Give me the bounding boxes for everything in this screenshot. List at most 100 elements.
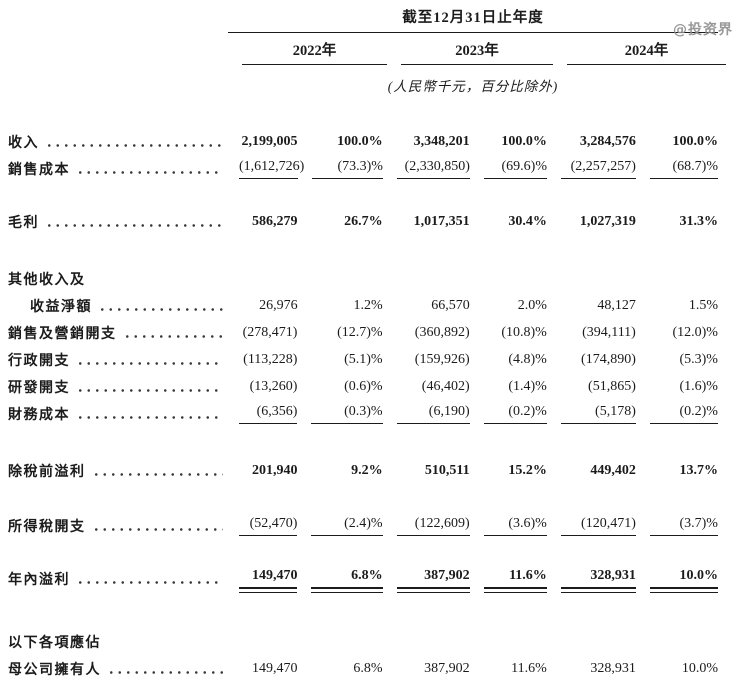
cell-2024-pct: (3.7)%: [649, 516, 718, 536]
cell-2023-amount: 66,570: [431, 298, 470, 313]
financial-statement-page: @投资界 截至12月31日止年度 2022年 2023年 2024年 (人民幣千…: [0, 6, 742, 687]
row-label-cell: 所得稅開支: [8, 516, 225, 536]
dot-leader: [45, 222, 224, 228]
table-row: 毛利 586,279 26.7% 1,017,351 30.4% 1,027,319 31.…: [8, 205, 718, 232]
row-label-cell: 銷售成本: [8, 159, 225, 179]
cell-2022-amount: 149,470: [239, 568, 298, 593]
cell-2022-amount: 201,940: [251, 463, 298, 478]
dot-leader: [91, 471, 224, 477]
table-row: 收入 2,199,005 100.0% 3,348,201 100.0% 3,284,57…: [8, 125, 718, 152]
row-label: 銷售及營銷開支: [8, 327, 117, 342]
dot-leader: [76, 579, 224, 585]
cell-2022-pct: 26.7%: [344, 214, 383, 229]
row-label-cell: 毛利: [8, 212, 225, 232]
cell-2023-pct: 11.6%: [483, 568, 548, 593]
cell-2024-pct: 31.3%: [679, 214, 718, 229]
cell-2022-pct: 9.2%: [351, 463, 383, 478]
cell-2022-amount: 2,199,005: [241, 134, 298, 149]
cell-2023-amount: 3,348,201: [413, 134, 470, 149]
cell-2024-amount: (394,111): [582, 325, 636, 340]
row-label: 年內溢利: [8, 573, 70, 588]
table-row: 以下各項應佔: [8, 625, 718, 652]
cell-2024-pct: (5.3)%: [679, 352, 718, 367]
table-row: 除稅前溢利 201,940 9.2% 510,511 15.2% 449,402 13.7%: [8, 454, 718, 481]
cell-2024-amount: 449,402: [590, 463, 636, 478]
cell-2024-pct: 10.0%: [681, 661, 718, 676]
row-label-cell: 其他收入及: [8, 269, 228, 289]
row-label: 所得稅開支: [8, 520, 86, 535]
cell-2024-amount: 1,027,319: [579, 214, 636, 229]
cell-2023-pct: 100.0%: [501, 134, 547, 149]
income-statement-table: 收入 2,199,005 100.0% 3,348,201 100.0% 3,284,57…: [8, 125, 719, 679]
year-header-2024: 2024年: [567, 39, 726, 65]
cell-2023-amount: 510,511: [424, 463, 470, 478]
row-label-cell: 母公司擁有人: [8, 659, 225, 679]
cell-2023-pct: 30.4%: [508, 214, 547, 229]
row-label: 收益淨額: [30, 300, 92, 315]
cell-2022-pct: 6.8%: [353, 661, 383, 676]
cell-2024-pct: 100.0%: [672, 134, 718, 149]
dot-leader: [76, 360, 224, 366]
row-label: 研發開支: [8, 381, 70, 396]
cell-2023-pct: (10.8)%: [501, 325, 547, 340]
dot-leader: [91, 526, 224, 532]
cell-2023-amount: (360,892): [414, 325, 470, 340]
row-label-cell: 行政開支: [8, 350, 225, 370]
table-row: 其他收入及: [8, 262, 718, 289]
cell-2023-amount: (6,190): [396, 404, 470, 424]
table-row: 銷售成本 (1,612,726) (73.3)% (2,330,850) (69.6)%…: [8, 152, 718, 179]
cell-2024-pct: 1.5%: [688, 298, 718, 313]
cell-2024-amount: (5,178): [560, 404, 636, 424]
cell-2023-amount: 1,017,351: [413, 214, 470, 229]
table-row: 銷售及營銷開支 (278,471) (12.7)% (360,892) (10.8)% (…: [8, 316, 718, 343]
year-header-row: 2022年 2023年 2024年: [8, 39, 742, 65]
cell-2024-pct: 10.0%: [649, 568, 719, 593]
cell-2023-pct: (69.6)%: [483, 159, 548, 179]
cell-2022-amount: (6,356): [239, 404, 298, 424]
cell-2023-amount: (122,609): [396, 516, 470, 536]
cell-2022-amount: 26,976: [259, 298, 298, 313]
cell-2024-amount: 48,127: [597, 298, 636, 313]
cell-2023-pct: (4.8)%: [508, 352, 547, 367]
period-title: 截至12月31日止年度: [402, 10, 544, 26]
cell-2023-amount: (46,402): [421, 379, 470, 394]
cell-2022-amount: (13,260): [249, 379, 298, 394]
cell-2022-amount: (113,228): [243, 352, 298, 367]
cell-2024-amount: 328,931: [560, 568, 636, 593]
cell-2024-amount: (2,257,257): [561, 159, 636, 179]
row-label: 以下各項應佔: [8, 636, 101, 651]
cell-2022-pct: (2.4)%: [311, 516, 383, 536]
header-top-rule: [228, 32, 718, 33]
cell-2023-amount: (159,926): [414, 352, 470, 367]
cell-2023-amount: 387,902: [396, 568, 470, 593]
currency-unit-note: (人民幣千元，百分比除外): [387, 79, 559, 94]
cell-2024-amount: (120,471): [560, 516, 636, 536]
table-row: 所得稅開支 (52,470) (2.4)% (122,609) (3.6)% (120,4…: [8, 509, 718, 536]
cell-2024-amount: 3,284,576: [579, 134, 636, 149]
row-label-cell: 研發開支: [8, 377, 225, 397]
cell-2023-pct: (3.6)%: [483, 516, 547, 536]
dot-leader: [45, 142, 224, 148]
row-label: 收入: [8, 136, 39, 151]
dot-leader: [76, 387, 224, 393]
table-row: 財務成本 (6,356) (0.3)% (6,190) (0.2)% (5,178) (0.…: [8, 397, 718, 424]
table-row: 收益淨額 26,976 1.2% 66,570 2.0% 48,127 1.5%: [8, 289, 718, 316]
row-label: 行政開支: [8, 354, 70, 369]
cell-2023-pct: 11.6%: [511, 661, 547, 676]
dot-leader: [98, 306, 224, 312]
cell-2024-amount: (51,865): [588, 379, 636, 394]
row-label: 母公司擁有人: [8, 663, 101, 678]
cell-2022-amount: (1,612,726): [238, 159, 304, 179]
row-label: 毛利: [8, 216, 39, 231]
cell-2024-pct: 13.7%: [679, 463, 718, 478]
row-label-cell: 財務成本: [8, 404, 225, 424]
table-row: 年內溢利 149,470 6.8% 387,902 11.6% 328,931 10.0%: [8, 562, 719, 593]
row-label-cell: 銷售及營銷開支: [8, 323, 225, 343]
cell-2022-amount: 149,470: [251, 661, 298, 676]
cell-2022-pct: (5.1)%: [344, 352, 383, 367]
row-label: 銷售成本: [8, 163, 70, 178]
cell-2024-amount: (174,890): [581, 352, 636, 367]
cell-2023-amount: 387,902: [424, 661, 470, 676]
cell-2022-pct: (12.7)%: [337, 325, 383, 340]
cell-2023-amount: (2,330,850): [396, 159, 470, 179]
